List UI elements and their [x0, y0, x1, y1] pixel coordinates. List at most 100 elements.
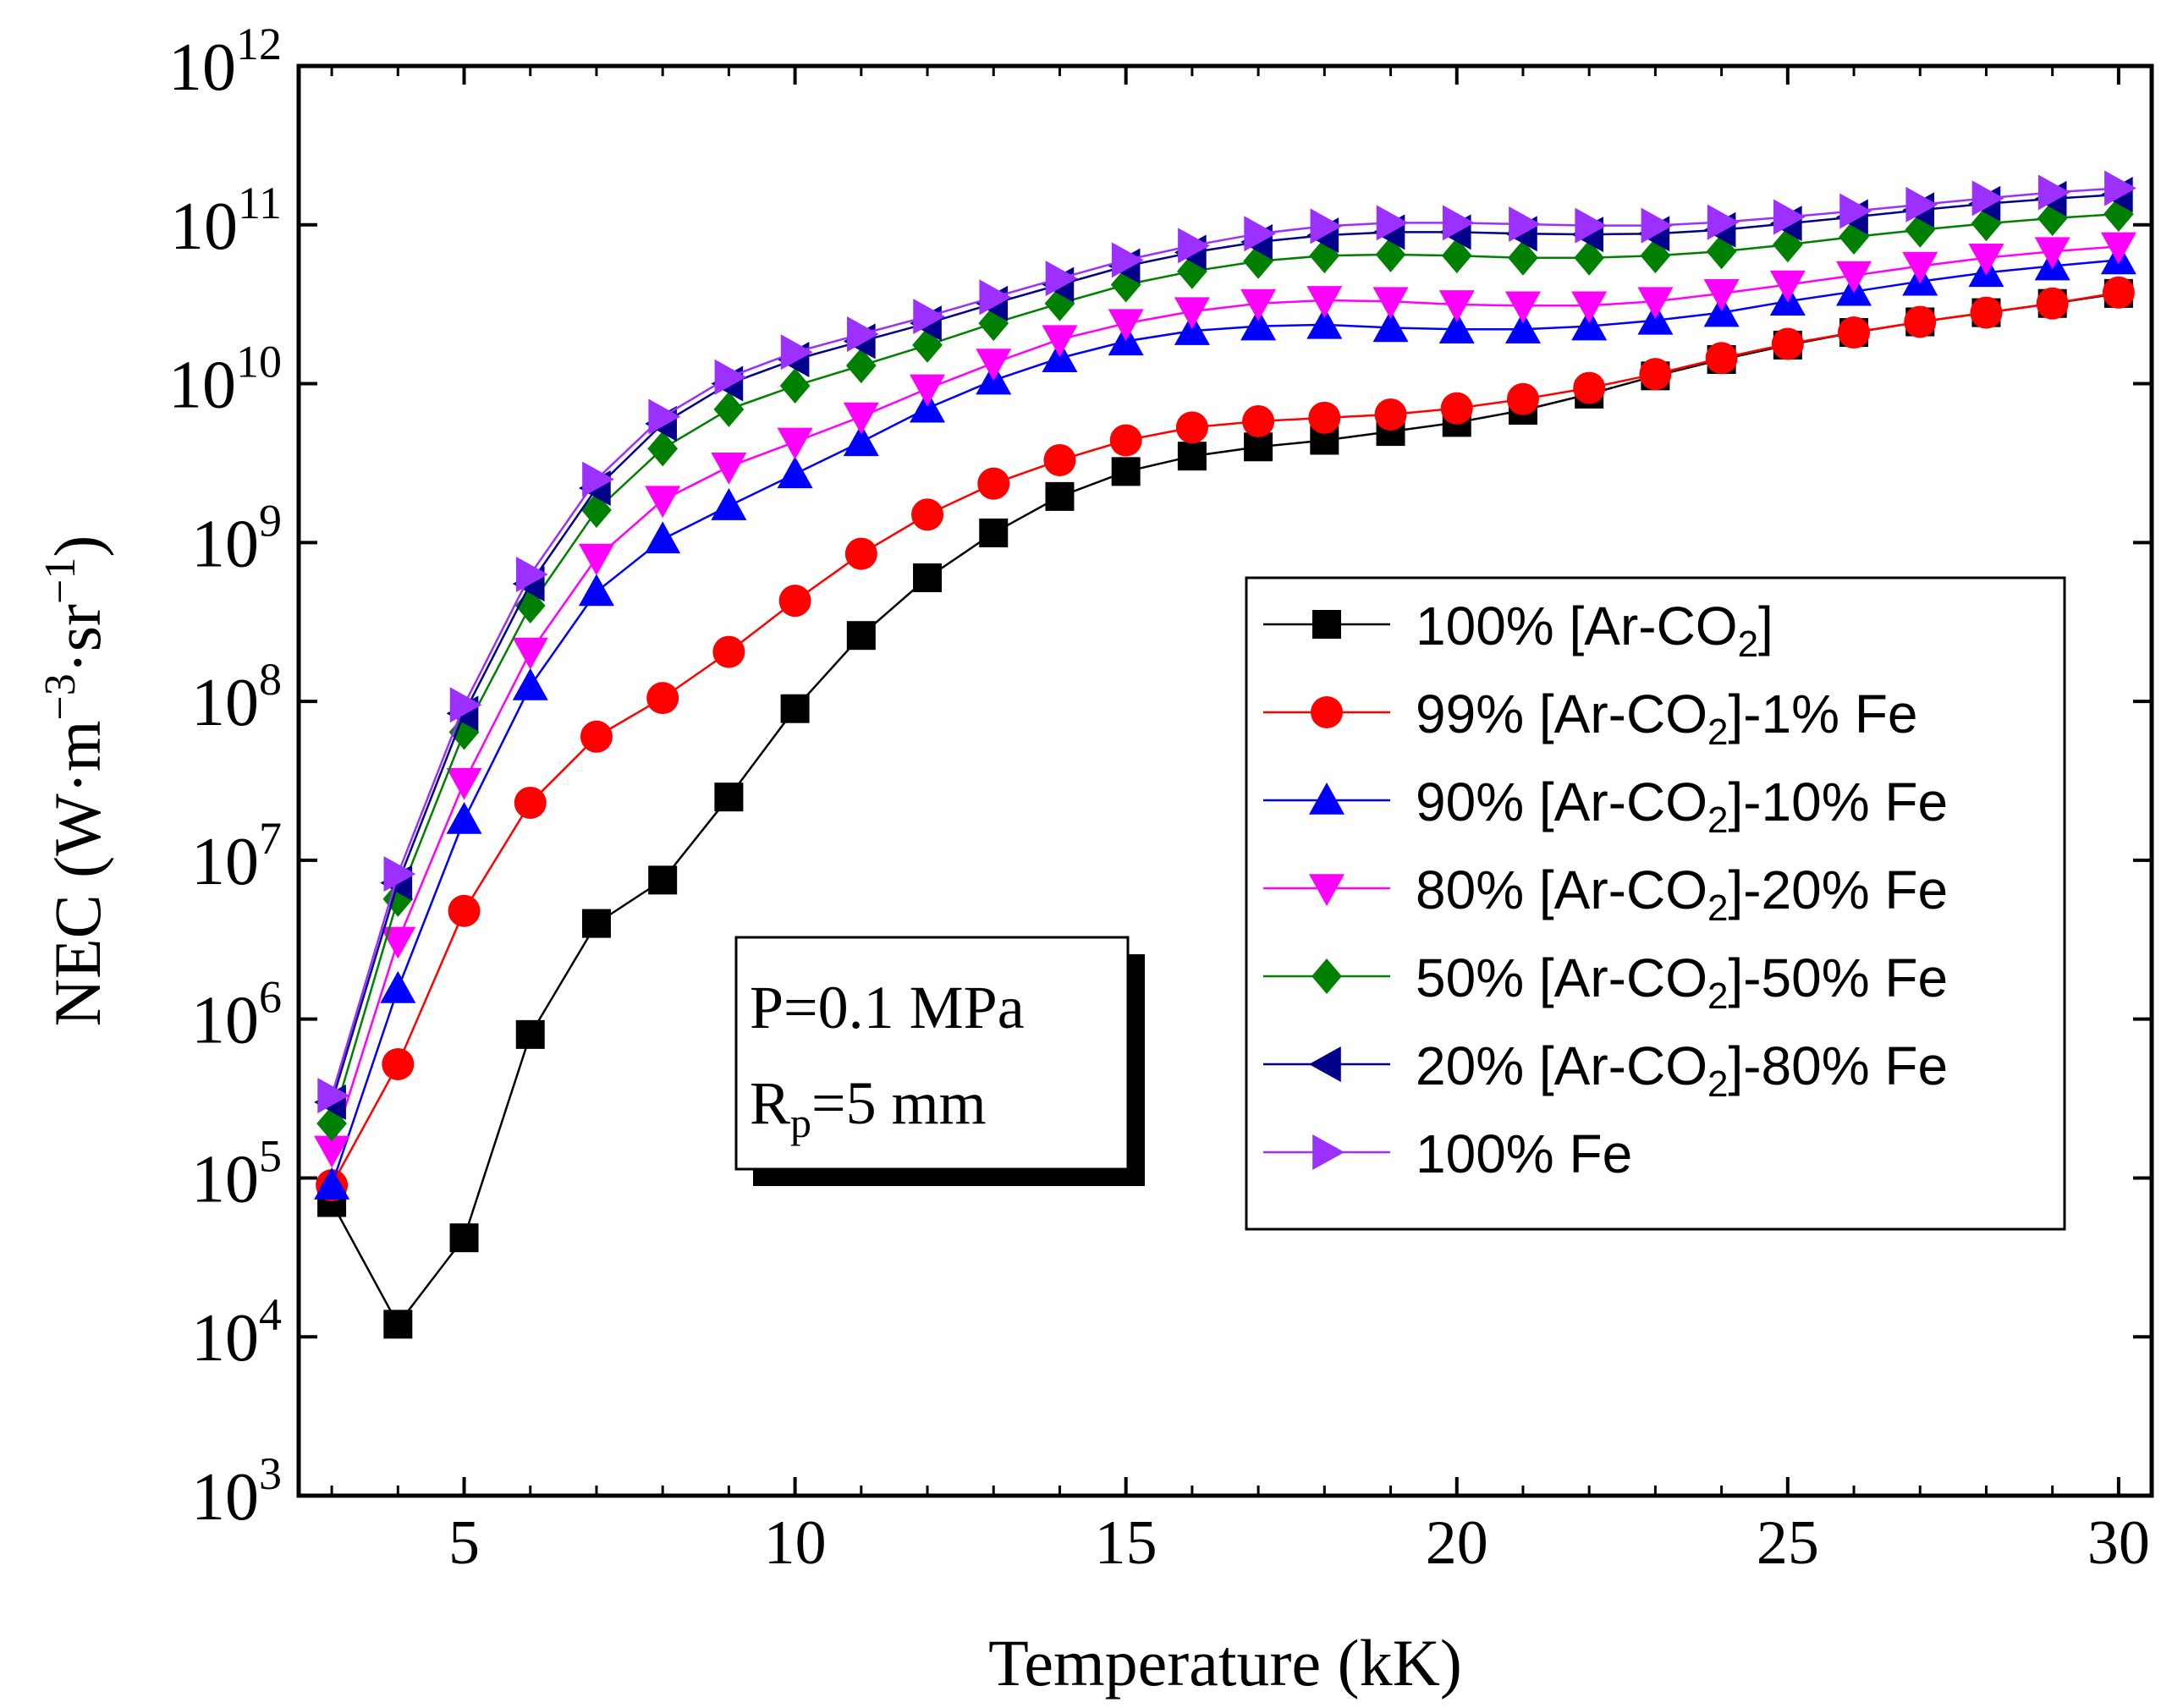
data-point [314, 1135, 350, 1168]
data-point [777, 427, 813, 460]
legend-label: 50% [Ar-CO2]-50% Fe [1416, 947, 1948, 1017]
data-point [1571, 308, 1608, 341]
data-point [978, 305, 1009, 342]
data-point [512, 637, 548, 670]
data-point [1042, 325, 1078, 358]
data-point [1240, 288, 1277, 321]
legend-item: 90% [Ar-CO2]-10% Fe [1263, 772, 1948, 841]
legend-marker [1309, 874, 1344, 906]
legend: 100% [Ar-CO2] 99% [Ar-CO2]-1% Fe 90% [Ar-C… [1245, 576, 2066, 1231]
y-axis-label-end: ) [41, 535, 114, 557]
series-layer [314, 170, 2136, 1339]
data-point [1769, 270, 1806, 303]
data-point [1574, 239, 1605, 276]
legend-marker [1309, 1046, 1341, 1082]
y-axis-label-mid: ·sr [41, 604, 114, 673]
legend-item: 99% [Ar-CO2]-1% Fe [1263, 684, 1918, 753]
data-point [846, 621, 876, 651]
series-line [330, 245, 2119, 1151]
legend-marker [1312, 1134, 1344, 1170]
legend-item: 50% [Ar-CO2]-50% Fe [1263, 947, 1948, 1017]
data-point [1640, 238, 1671, 274]
y-tick-label: 1011 [170, 178, 282, 264]
data-point [780, 334, 813, 371]
data-point [515, 1019, 545, 1049]
data-point [913, 299, 946, 335]
data-point [1905, 186, 1938, 222]
data-point [1372, 287, 1409, 320]
data-point [1509, 206, 1541, 242]
data-point [2037, 174, 2070, 211]
data-point [383, 1310, 413, 1339]
y-tick-label: 109 [191, 495, 282, 581]
data-point [645, 521, 681, 554]
data-point [580, 720, 613, 753]
data-point [514, 786, 547, 819]
data-point [1242, 404, 1275, 437]
y-tick-label: 108 [191, 654, 282, 740]
data-point [977, 467, 1010, 500]
data-point [1045, 481, 1075, 511]
legend-item: 20% [Ar-CO2]-80% Fe [1263, 1035, 1948, 1105]
data-point [646, 682, 679, 715]
data-point [1836, 261, 1872, 294]
data-point [1773, 199, 1806, 235]
legend-marker [1312, 610, 1341, 639]
data-point [2102, 276, 2135, 309]
annotation-radius-sub: p [790, 1099, 811, 1146]
y-tick-label: 1010 [168, 337, 282, 423]
axis-layer: 5 10 15 20 25 30 103 104 105 106 107 108 109 1010 1011… [168, 19, 2152, 1578]
data-point [713, 391, 745, 427]
legend-frame [1245, 576, 2066, 1231]
data-point [582, 461, 614, 497]
data-point [1504, 291, 1541, 324]
y-tick-label: 1012 [168, 19, 282, 105]
data-point [780, 694, 810, 723]
data-point [1177, 442, 1207, 471]
data-point [1111, 457, 1141, 486]
data-point [1970, 296, 2003, 329]
series-1 [316, 276, 2135, 1202]
data-point [911, 498, 944, 531]
x-tick-label: 5 [448, 1508, 480, 1578]
data-point [778, 585, 811, 618]
data-point [1839, 193, 1872, 229]
legend-item: 100% [Ar-CO2] [1263, 596, 1773, 665]
data-point [380, 926, 416, 959]
y-axis-label-sup2: −1 [36, 557, 85, 604]
data-point [1306, 306, 1343, 339]
data-point [1506, 382, 1539, 415]
data-point [1108, 309, 1144, 342]
y-axis-label-sup1: −3 [36, 673, 85, 720]
x-tick-label: 25 [1757, 1508, 1819, 1578]
data-point [711, 452, 747, 485]
data-point [2104, 170, 2136, 206]
data-point [1240, 308, 1277, 341]
data-point [714, 359, 747, 395]
data-point [1308, 401, 1341, 434]
data-point [2036, 287, 2069, 320]
series-line [331, 291, 2120, 1186]
y-tick-label: 104 [191, 1289, 282, 1376]
data-point [777, 456, 813, 489]
data-point [448, 894, 481, 927]
data-point [1438, 290, 1475, 322]
data-point [1109, 424, 1142, 457]
y-tick-label: 106 [191, 972, 282, 1058]
data-point [845, 348, 877, 384]
data-point [446, 801, 482, 834]
legend-label: 20% [Ar-CO2]-80% Fe [1416, 1035, 1948, 1105]
data-point [1178, 228, 1210, 264]
y-tick-label: 105 [191, 1130, 282, 1216]
data-point [1243, 243, 1273, 279]
x-tick-label: 10 [764, 1508, 827, 1578]
x-tick-label: 20 [1426, 1508, 1488, 1578]
data-point [1372, 310, 1409, 343]
y-axis-label: NEC (W·m−3·sr−1) [36, 535, 114, 1027]
data-point [910, 390, 946, 423]
data-point [1637, 287, 1674, 320]
series-6 [317, 170, 2136, 1114]
data-point [1641, 207, 1674, 244]
data-point [979, 518, 1009, 547]
